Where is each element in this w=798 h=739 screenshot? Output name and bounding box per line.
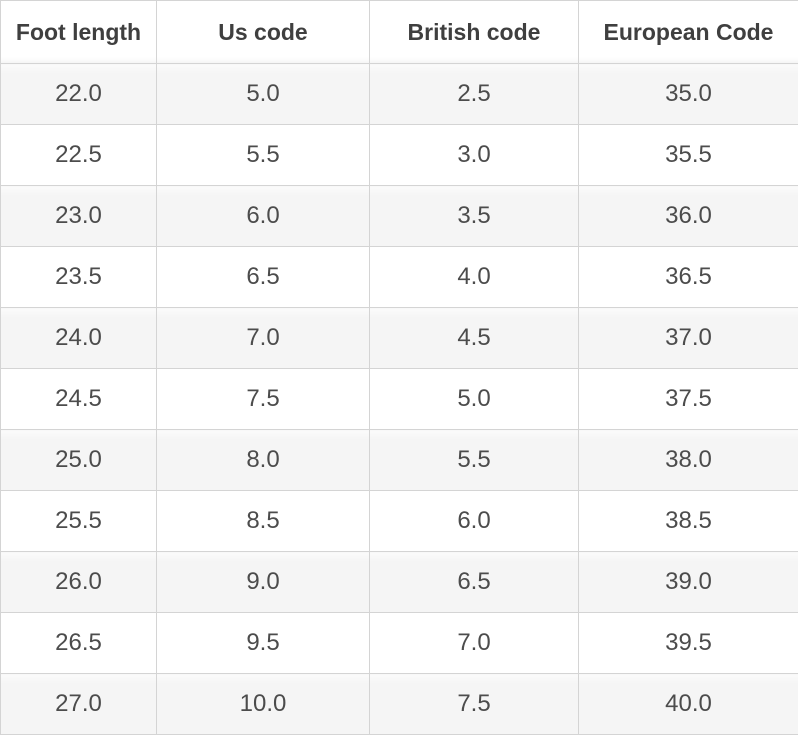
table-cell: 4.0 xyxy=(369,246,579,308)
table-cell: 35.5 xyxy=(578,124,798,186)
table-cell: 38.5 xyxy=(578,490,798,552)
header-row: Foot length Us code British code Europea… xyxy=(0,0,798,64)
table-cell: 5.5 xyxy=(156,124,370,186)
table-cell: 3.5 xyxy=(369,185,579,247)
table-cell: 39.5 xyxy=(578,612,798,674)
table-cell: 38.0 xyxy=(578,429,798,491)
table-cell: 3.0 xyxy=(369,124,579,186)
table-cell: 23.5 xyxy=(0,246,157,308)
table-cell: 6.5 xyxy=(369,551,579,613)
table-cell: 26.0 xyxy=(0,551,157,613)
table-cell: 2.5 xyxy=(369,63,579,125)
table-cell: 27.0 xyxy=(0,673,157,735)
table-cell: 7.5 xyxy=(156,368,370,430)
table-cell: 24.5 xyxy=(0,368,157,430)
table-row: 27.0 10.0 7.5 40.0 xyxy=(0,673,798,735)
table-cell: 7.5 xyxy=(369,673,579,735)
table-cell: 24.0 xyxy=(0,307,157,369)
table-cell: 35.0 xyxy=(578,63,798,125)
table-cell: 5.0 xyxy=(369,368,579,430)
table-row: 22.5 5.5 3.0 35.5 xyxy=(0,124,798,186)
table-row: 23.0 6.0 3.5 36.0 xyxy=(0,185,798,247)
table-cell: 9.0 xyxy=(156,551,370,613)
table-cell: 8.0 xyxy=(156,429,370,491)
table-cell: 36.0 xyxy=(578,185,798,247)
table-cell: 8.5 xyxy=(156,490,370,552)
column-header-foot-length: Foot length xyxy=(0,0,157,64)
table-cell: 39.0 xyxy=(578,551,798,613)
table-row: 23.5 6.5 4.0 36.5 xyxy=(0,246,798,308)
table-cell: 25.5 xyxy=(0,490,157,552)
table-cell: 7.0 xyxy=(156,307,370,369)
table-cell: 37.0 xyxy=(578,307,798,369)
table-cell: 4.5 xyxy=(369,307,579,369)
table-row: 25.0 8.0 5.5 38.0 xyxy=(0,429,798,491)
table-cell: 22.0 xyxy=(0,63,157,125)
table-cell: 23.0 xyxy=(0,185,157,247)
table-cell: 10.0 xyxy=(156,673,370,735)
table-cell: 5.0 xyxy=(156,63,370,125)
table-cell: 37.5 xyxy=(578,368,798,430)
table-cell: 6.0 xyxy=(156,185,370,247)
table-cell: 9.5 xyxy=(156,612,370,674)
table-cell: 36.5 xyxy=(578,246,798,308)
table-cell: 26.5 xyxy=(0,612,157,674)
table-cell: 40.0 xyxy=(578,673,798,735)
table-row: 22.0 5.0 2.5 35.0 xyxy=(0,63,798,125)
column-header-us-code: Us code xyxy=(156,0,370,64)
table-cell: 6.0 xyxy=(369,490,579,552)
table-row: 26.0 9.0 6.5 39.0 xyxy=(0,551,798,613)
table-cell: 6.5 xyxy=(156,246,370,308)
table-cell: 5.5 xyxy=(369,429,579,491)
table-row: 26.5 9.5 7.0 39.5 xyxy=(0,612,798,674)
column-header-british-code: British code xyxy=(369,0,579,64)
table-row: 25.5 8.5 6.0 38.5 xyxy=(0,490,798,552)
column-header-european-code: European Code xyxy=(578,0,798,64)
table-cell: 7.0 xyxy=(369,612,579,674)
table-body: 22.0 5.0 2.5 35.0 22.5 5.5 3.0 35.5 23.0 6.0 3.5 36… xyxy=(0,63,798,735)
table-row: 24.0 7.0 4.5 37.0 xyxy=(0,307,798,369)
table-cell: 22.5 xyxy=(0,124,157,186)
table-cell: 25.0 xyxy=(0,429,157,491)
table-row: 24.5 7.5 5.0 37.5 xyxy=(0,368,798,430)
